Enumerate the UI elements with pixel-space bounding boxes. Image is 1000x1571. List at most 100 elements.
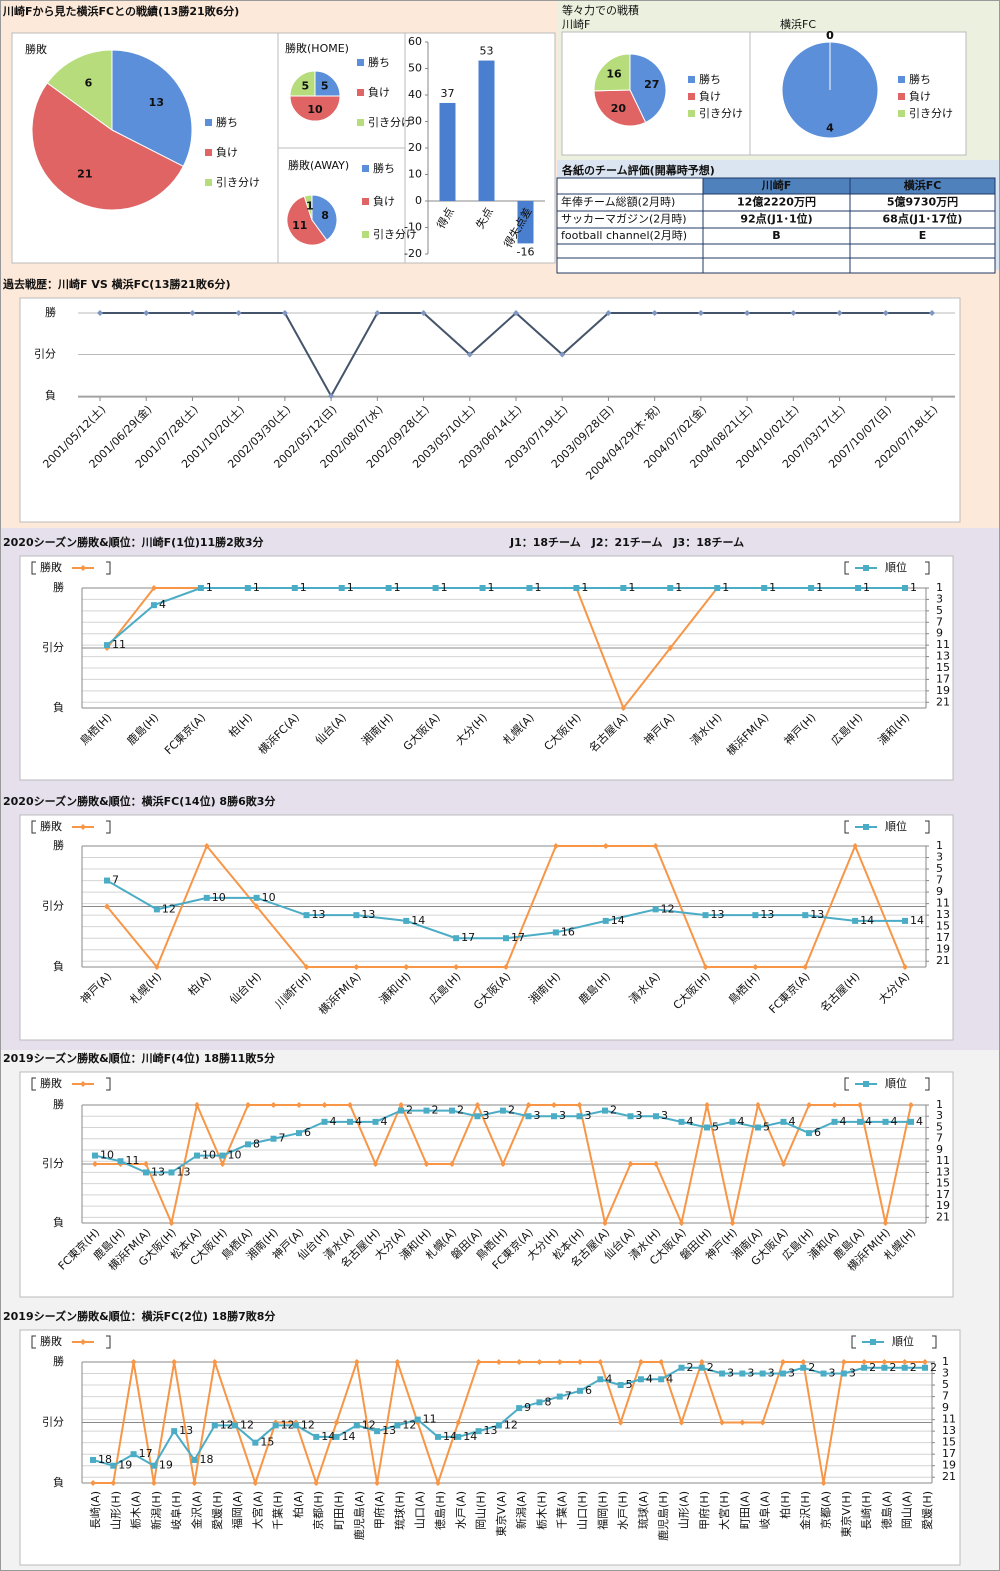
line-marker [831,1102,838,1108]
y2-tick-label: 11 [942,1413,956,1426]
rank-label: 4 [916,1115,923,1128]
line-marker [150,1480,157,1486]
line-marker [191,1456,198,1463]
rank-label: 12 [504,1418,518,1431]
line-marker [667,645,674,651]
legend-bracket [106,1077,111,1091]
y2-tick-label: 11 [936,638,950,651]
legend-label: 勝敗 [40,819,62,833]
legend-bracket [925,820,930,834]
rank-label: 2 [707,1361,714,1374]
legend-marker [870,1339,876,1345]
rank-label: 2 [686,1361,693,1374]
line-marker [513,310,519,316]
legend-bracket [31,561,36,575]
rank-label: 13 [151,1165,165,1178]
rank-label: 3 [534,1109,541,1122]
rank-label: 1 [863,581,870,594]
pie-title: 横浜FC [780,17,816,31]
line-marker [194,1152,200,1159]
legend-label: 勝ち [373,161,395,175]
line-marker [153,906,160,913]
x-tick-label: 新潟(A) [514,1491,528,1529]
rank-label: 4 [355,1115,362,1128]
bar-value-label: 53 [480,45,494,58]
line-marker [902,585,908,591]
y2-tick-label: 1 [936,581,943,594]
y-tick-label: 10 [408,168,422,181]
line-marker [759,1419,766,1426]
line-marker [536,1359,543,1365]
line-marker [374,1428,381,1435]
line-marker [552,843,559,849]
line-marker [516,1405,523,1412]
y2-tick-label: 7 [936,1132,943,1145]
rank-label: 14 [860,914,874,927]
y2-tick-label: 21 [936,695,950,708]
line-marker [232,1422,239,1429]
line-marker [423,1107,430,1114]
line-marker [420,310,427,316]
line-marker [929,310,935,316]
line-marker [398,1107,404,1114]
pie-title: 勝敗 [25,42,47,56]
rank-label: 4 [381,1115,388,1128]
legend-label: 引き分け [373,227,417,241]
chart-title: 過去戦歴：川崎F VS 横浜FC(13勝21敗6分) [2,277,231,291]
chart-frame [19,1071,954,1298]
line-marker [516,1359,523,1365]
table-cell: 12億2220万円 [737,195,816,209]
line-marker [143,310,150,316]
rank-label: 12 [301,1418,315,1431]
table-title: 各紙のチーム評価(開幕時予想) [561,163,715,177]
line-series [92,1366,925,1468]
line-marker [449,1107,455,1114]
legend-label: 順位 [885,819,907,833]
line-marker [536,1399,543,1406]
rank-label: 13 [312,908,326,921]
y2-tick-label: 13 [936,650,950,663]
x-tick-label: 福岡(H) [595,1491,609,1530]
rank-label: 1 [441,581,448,594]
line-marker [653,1113,659,1120]
line-marker [272,1422,279,1429]
line-marker [806,1102,812,1108]
line-marker [882,1220,889,1226]
line-marker [719,1419,726,1426]
chart-frame [19,297,961,523]
legend-marker [80,1081,86,1087]
y-tick-label: 負 [53,1476,64,1489]
line-marker [197,585,204,591]
rank-label: 14 [910,914,924,927]
line-marker [697,310,704,316]
legend-label: 引き分け [699,106,743,120]
line-marker [321,1118,328,1125]
line-marker [702,964,709,970]
rank-label: 14 [342,1430,356,1443]
line-marker [374,1480,381,1486]
rank-label: 10 [262,891,276,904]
legend-label: 負け [373,195,395,208]
rank-label: 17 [461,931,475,944]
legend-label: 勝敗 [40,560,62,574]
line-marker [653,1161,659,1167]
pie-value-label: 21 [77,167,92,180]
line-marker [577,1387,584,1394]
bar [439,102,456,201]
legend-label: 勝ち [368,55,390,69]
line-marker [292,1422,299,1429]
legend-bracket [851,1335,856,1349]
line-marker [245,1141,251,1148]
line-marker [333,1419,340,1426]
line-marker [637,1359,644,1365]
line-marker [281,310,288,316]
line-marker [780,1161,787,1167]
legend-bracket [106,820,111,834]
line-marker [313,1480,320,1486]
line-marker [338,585,345,591]
line-marker [475,1428,482,1435]
x-tick-label: 金沢(H) [798,1491,812,1530]
y2-tick-label: 17 [942,1447,956,1460]
rank-label: 3 [636,1109,643,1122]
line-marker [652,906,659,913]
